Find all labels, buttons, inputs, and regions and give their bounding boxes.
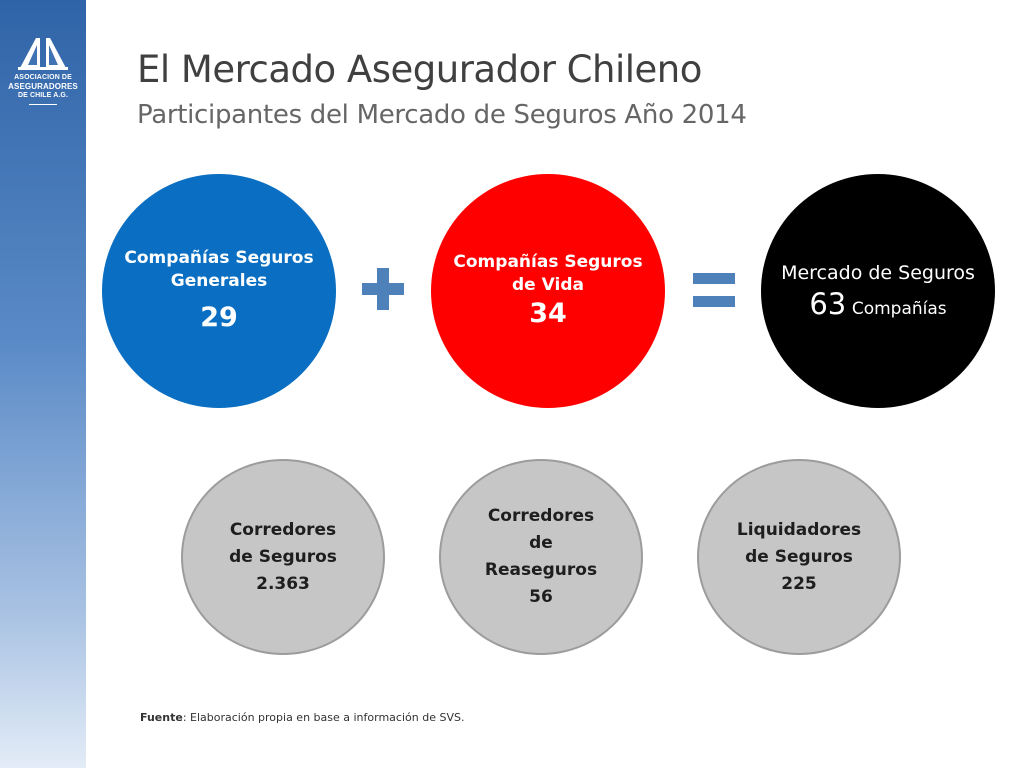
source-note: Fuente: Elaboración propia en base a inf… (140, 711, 464, 724)
reinsurance-brokers-circle: Corredores de Reaseguros 56 (439, 459, 643, 655)
general-insurance-label: Compañías Seguros Generales (124, 248, 314, 291)
reinsurance-brokers-count: 56 (529, 587, 553, 607)
insurance-brokers-line-2: de Seguros (229, 546, 337, 567)
association-logo-icon (18, 38, 68, 70)
logo-divider (29, 104, 57, 105)
loss-adjusters-line-2: de Seguros (745, 546, 853, 567)
insurance-brokers-count: 2.363 (256, 573, 310, 594)
logo-line-1: ASOCIACION DE (14, 74, 72, 81)
page-subtitle: Participantes del Mercado de Seguros Año… (137, 100, 747, 130)
logo-line-2: ASEGURADORES (8, 82, 78, 91)
life-insurance-count: 34 (529, 298, 567, 329)
insurance-market-label: Mercado de Seguros (781, 261, 975, 284)
association-logo: ASOCIACION DE ASEGURADORES DE CHILE A.G. (0, 36, 86, 105)
insurance-brokers-circle: Corredores de Seguros 2.363 (181, 459, 385, 655)
reinsurance-brokers-line-1: Corredores (487, 506, 595, 526)
insurance-brokers-line-1: Corredores (229, 519, 337, 540)
general-insurance-count: 29 (200, 302, 238, 333)
loss-adjusters-count: 225 (781, 573, 817, 594)
loss-adjusters-circle: Liquidadores de Seguros 225 (697, 459, 901, 655)
insurance-market-count: 63 (809, 286, 847, 321)
reinsurance-brokers-line-3: Reaseguros (484, 560, 598, 580)
sidebar-band: ASOCIACION DE ASEGURADORES DE CHILE A.G. (0, 0, 86, 768)
insurance-market-count-line: 63 Compañías (809, 287, 946, 321)
page-title: El Mercado Asegurador Chileno (137, 48, 702, 91)
reinsurance-brokers-line-2: de (529, 533, 553, 553)
equals-icon (693, 273, 735, 307)
plus-icon (362, 268, 404, 310)
life-insurance-circle: Compañías Seguros de Vida 34 (431, 174, 665, 408)
source-label: Fuente (140, 711, 183, 724)
general-insurance-circle: Compañías Seguros Generales 29 (102, 174, 336, 408)
logo-wordmark: ASOCIACION DE ASEGURADORES DE CHILE A.G. (0, 73, 86, 100)
source-text: : Elaboración propia en base a informaci… (182, 711, 465, 724)
life-insurance-label: Compañías Seguros de Vida (453, 252, 643, 295)
insurance-market-unit: Compañías (851, 298, 947, 319)
insurance-market-circle: Mercado de Seguros 63 Compañías (761, 174, 995, 408)
logo-line-3: DE CHILE A.G. (17, 92, 69, 99)
loss-adjusters-line-1: Liquidadores (736, 519, 862, 540)
